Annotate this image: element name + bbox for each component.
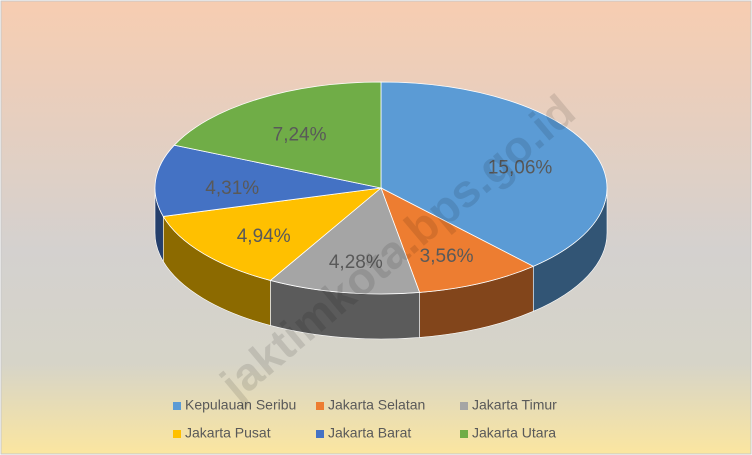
legend-label: Jakarta Barat <box>328 425 411 441</box>
data-label: 4,31% <box>205 178 259 199</box>
legend-label: Jakarta Timur <box>472 397 557 413</box>
data-label: 3,56% <box>420 246 474 267</box>
legend-label: Jakarta Selatan <box>328 397 425 413</box>
data-label: 4,94% <box>237 226 291 247</box>
slice <box>380 187 535 293</box>
slice <box>380 81 608 267</box>
data-label: 15,06% <box>488 158 553 179</box>
legend-swatch <box>173 402 181 410</box>
data-label: 7,24% <box>273 124 327 145</box>
data-label: 4,28% <box>329 252 383 273</box>
legend-label: Jakarta Pusat <box>185 425 271 441</box>
slice <box>269 187 421 295</box>
legend-swatch <box>173 430 181 438</box>
slice <box>173 81 382 189</box>
slice <box>154 144 382 217</box>
legend-label: Jakarta Utara <box>472 425 556 441</box>
legend-swatch <box>460 430 468 438</box>
legend-swatch <box>316 430 324 438</box>
legend: Kepulauan Seribu Jakarta Selatan Jakarta T… <box>173 397 557 441</box>
slice <box>162 187 383 281</box>
pie: 15,06% 3,56% 4,28% 4,94% 4,31% 7,24% <box>154 81 608 340</box>
legend-swatch <box>460 402 468 410</box>
legend-swatch <box>316 402 324 410</box>
legend-label: Kepulauan Seribu <box>185 397 296 413</box>
